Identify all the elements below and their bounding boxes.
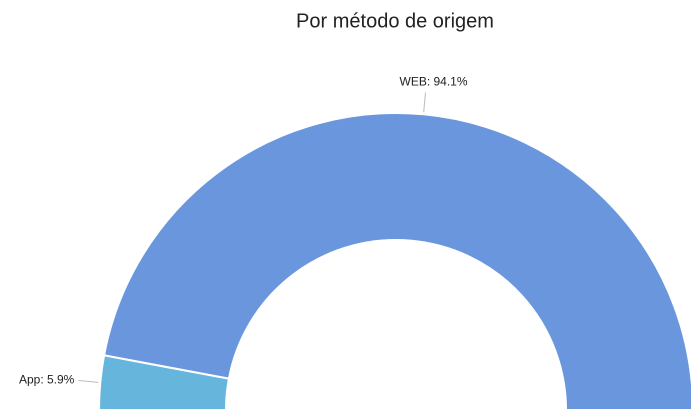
chart-title: Por método de origem [296, 10, 494, 32]
leader-line [78, 379, 99, 383]
data-label: App: 5.9% [19, 373, 75, 387]
data-label: WEB: 94.1% [400, 75, 468, 89]
leader-line [423, 92, 427, 113]
donut-segment [103, 112, 691, 411]
